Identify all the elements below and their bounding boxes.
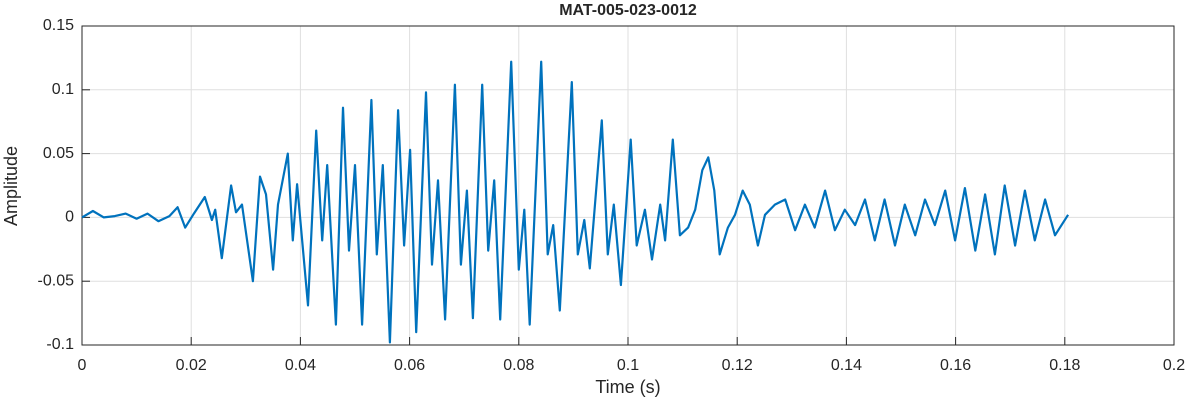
x-tick-label: 0.08 xyxy=(503,357,534,374)
x-tick-label: 0.12 xyxy=(722,357,753,374)
chart-title: MAT-005-023-0012 xyxy=(559,2,697,19)
y-tick-label: -0.1 xyxy=(46,336,74,353)
x-tick-label: 0.1 xyxy=(617,357,639,374)
x-tick-label: 0 xyxy=(78,357,87,374)
x-tick-label: 0.06 xyxy=(394,357,425,374)
x-tick-label: 0.02 xyxy=(176,357,207,374)
x-tick-label: 0.2 xyxy=(1163,357,1185,374)
x-tick-label: 0.04 xyxy=(285,357,316,374)
series-line xyxy=(81,60,1070,344)
x-tick-label: 0.14 xyxy=(831,357,862,374)
y-tick-label: 0.1 xyxy=(52,81,74,98)
x-tick-label: 0.16 xyxy=(940,357,971,374)
y-tick-label: 0 xyxy=(65,209,74,226)
plot-frame xyxy=(81,25,1175,346)
y-tick-label: 0.15 xyxy=(43,17,74,34)
y-axis-label: Amplitude xyxy=(1,146,21,226)
x-tick-label: 0.18 xyxy=(1049,357,1080,374)
x-axis-label: Time (s) xyxy=(595,377,660,397)
y-tick-label: -0.05 xyxy=(38,272,75,289)
y-tick-label: 0.05 xyxy=(43,145,74,162)
